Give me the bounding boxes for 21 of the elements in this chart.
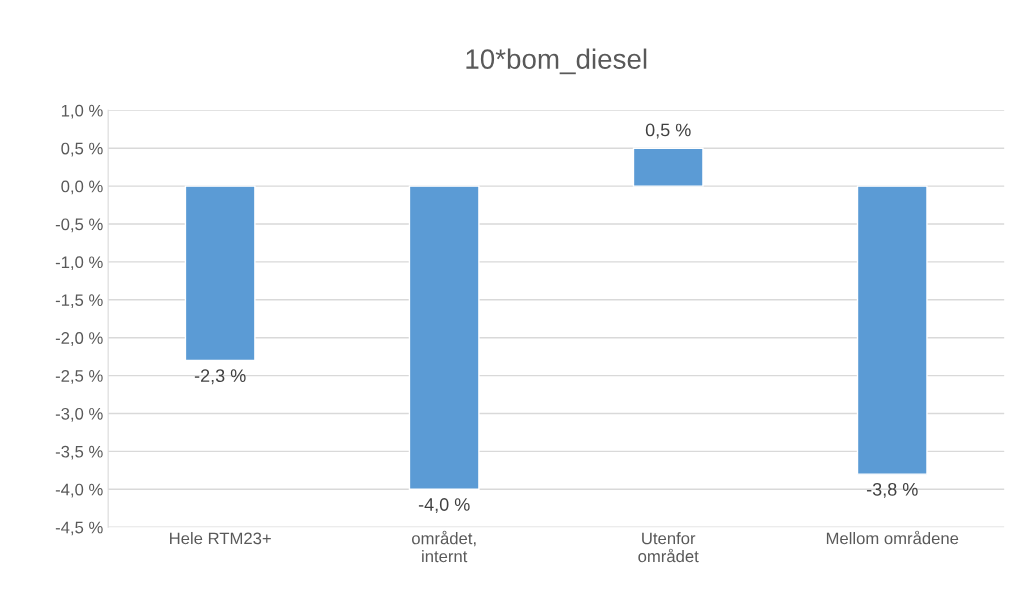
y-tick-label: -3,5 % (55, 445, 103, 460)
x-tick-label: området, internt (412, 530, 476, 563)
y-tick-label: -0,5 % (55, 218, 103, 233)
y-tick-label: -2,5 % (55, 370, 103, 384)
data-label: -3,8 % (866, 482, 918, 498)
x-tick-label: Hele RTM23+ (170, 532, 271, 545)
data-label: -2,3 % (194, 369, 246, 385)
data-label: -4,0 % (418, 498, 470, 514)
x-tick-label: Utenfor området (638, 532, 699, 563)
chart-title: 10*bom_diesel (466, 48, 647, 75)
y-tick-label: -4,0 % (55, 483, 103, 498)
x-tick-label: Mellom områdene (826, 530, 959, 545)
y-tick-label: 1,0 % (61, 104, 103, 119)
data-label: 0,5 % (645, 123, 691, 139)
y-tick-label: -1,0 % (55, 256, 103, 271)
y-tick-label: 0,5 % (61, 142, 103, 157)
y-tick-label: -3,0 % (55, 407, 103, 422)
y-tick-label: -2,0 % (55, 332, 103, 346)
y-tick-label: 0,0 % (61, 180, 103, 195)
y-tick-label: -4,5 % (55, 521, 103, 536)
y-tick-label: -1,5 % (55, 294, 103, 308)
